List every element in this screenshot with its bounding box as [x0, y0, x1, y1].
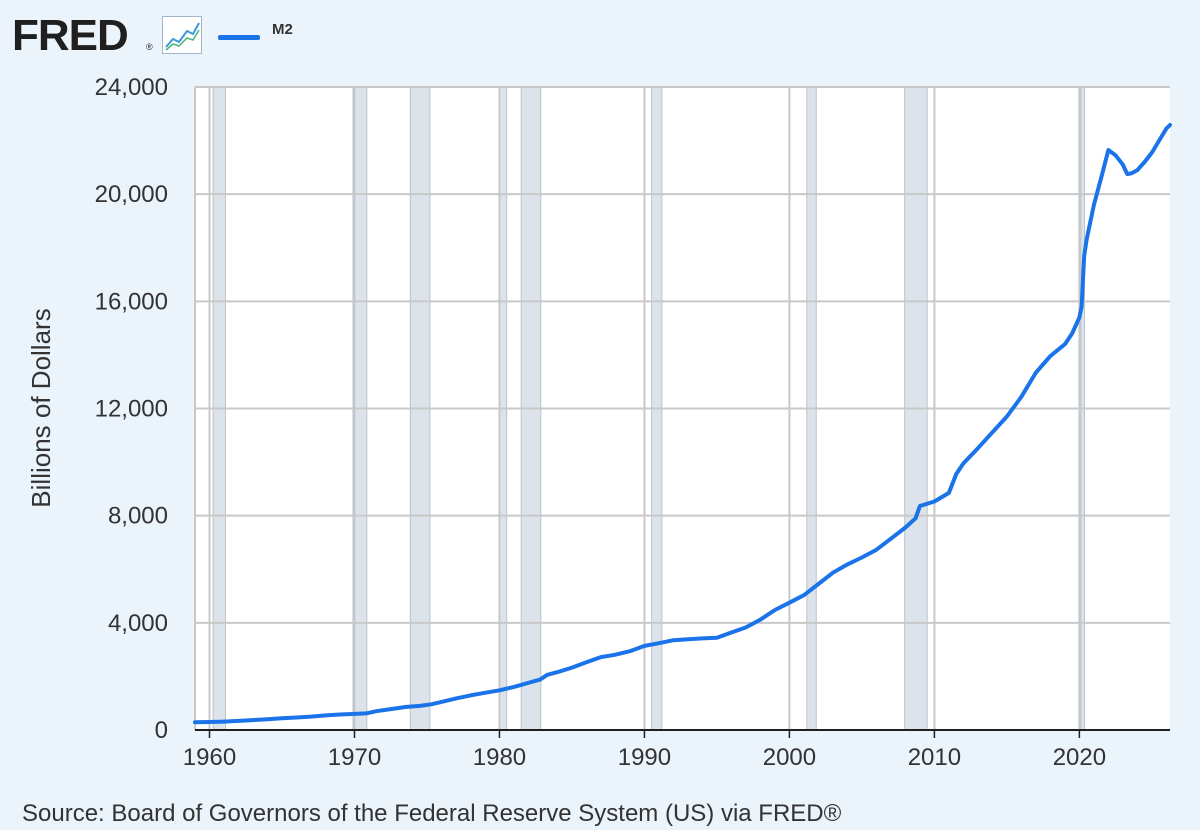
y-tick-label: 0 [155, 717, 168, 744]
fred-logo[interactable]: FRED [12, 11, 129, 60]
series-line-m2[interactable] [193, 123, 1172, 725]
x-tick-label: 1970 [328, 744, 381, 771]
y-tick-label: 4,000 [108, 610, 168, 637]
y-tick-label: 20,000 [95, 181, 168, 208]
y-tick-label: 12,000 [95, 396, 168, 423]
y-tick-label: 8,000 [108, 503, 168, 530]
x-tick-label: 1990 [618, 744, 671, 771]
x-tick-label: 2020 [1053, 744, 1106, 771]
x-tick-label: 1980 [473, 744, 526, 771]
x-tick-label: 2010 [908, 744, 961, 771]
fred-graph-icon-svg [165, 22, 200, 51]
source-note: Source: Board of Governors of the Federa… [22, 800, 842, 827]
axes [194, 87, 1170, 738]
chart-header: FRED ® M2 [0, 0, 1200, 70]
legend-label-m2: M2 [272, 21, 293, 38]
tick-labels: 0 4,000 8,000 12,000 16,000 20,000 24,000 1960 1… [95, 74, 1106, 771]
y-tick-label: 24,000 [95, 74, 168, 101]
fred-logo-registered-mark: ® [146, 42, 153, 52]
x-tick-label: 1960 [183, 744, 236, 771]
grid-lines [195, 86, 1170, 730]
legend-swatch-m2 [218, 35, 260, 40]
y-axis-label: Billions of Dollars [26, 308, 56, 507]
series-layer [193, 123, 1172, 725]
x-tick-label: 2000 [763, 744, 816, 771]
fred-graph-icon[interactable] [162, 16, 202, 54]
y-tick-label: 16,000 [95, 288, 168, 315]
